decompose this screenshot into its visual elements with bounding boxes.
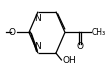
Text: OH: OH	[62, 56, 76, 65]
Text: O: O	[8, 28, 16, 37]
Text: N: N	[35, 42, 41, 51]
Text: O: O	[76, 42, 83, 50]
Text: N: N	[35, 14, 41, 23]
Text: CH₃: CH₃	[91, 28, 106, 37]
